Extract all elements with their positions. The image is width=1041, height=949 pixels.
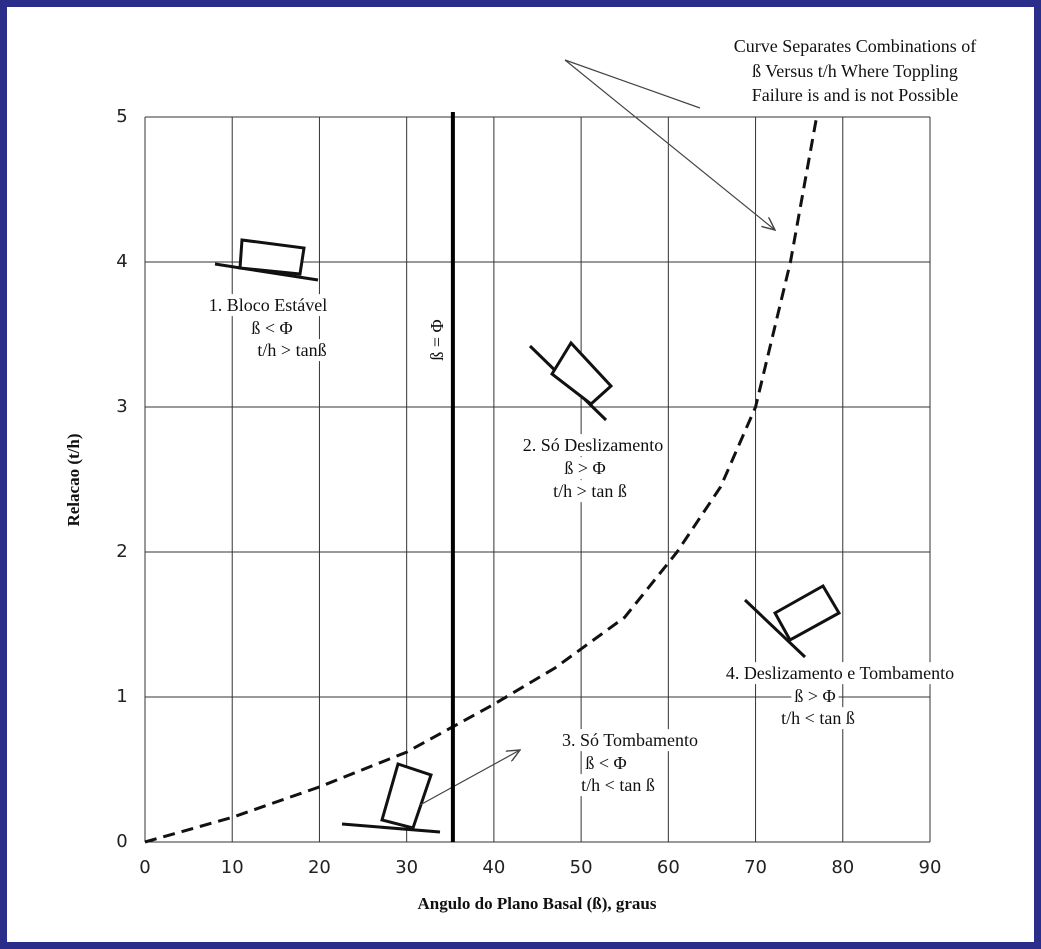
- annotation: t/h < tan ß: [581, 775, 655, 795]
- x-tick-label: 60: [657, 857, 680, 878]
- x-tick-label: 90: [919, 857, 942, 878]
- annotation: 3. Só Tombamento: [562, 730, 698, 750]
- base-plane: [342, 824, 440, 832]
- x-tick-label: 0: [139, 857, 150, 878]
- annotation: t/h > tanß: [257, 340, 326, 360]
- annotation: ß > Φ: [794, 686, 835, 706]
- x-tick-label: 50: [570, 857, 593, 878]
- y-tick-label: 2: [116, 541, 127, 562]
- arrows: [420, 60, 775, 805]
- x-axis-title: Angulo do Plano Basal (ß), graus: [418, 894, 657, 913]
- arrow: [565, 60, 700, 108]
- block: [382, 764, 431, 828]
- y-tick-label: 0: [116, 831, 127, 852]
- x-tick-label: 20: [308, 857, 331, 878]
- x-tick-label: 40: [482, 857, 505, 878]
- annotation: ß < Φ: [585, 753, 626, 773]
- annotation: t/h > tan ß: [553, 481, 627, 501]
- x-tick-label: 70: [744, 857, 767, 878]
- y-tick-label: 1: [116, 686, 127, 707]
- arrow: [420, 750, 520, 805]
- arrow: [565, 60, 775, 230]
- y-tick-label: 4: [116, 251, 127, 272]
- block-icons: [215, 240, 839, 832]
- annotation: 4. Deslizamento e Tombamento: [726, 663, 954, 683]
- block: [775, 586, 839, 640]
- x-tick-label: 30: [395, 857, 418, 878]
- y-axis-title: Relacao (t/h): [64, 433, 83, 526]
- chart: Angulo do Plano Basal (ß), graus Relacao…: [0, 0, 1041, 949]
- curve: [145, 117, 817, 842]
- frame: Angulo do Plano Basal (ß), graus Relacao…: [0, 0, 1041, 949]
- annotation: Curve Separates Combinations of: [734, 36, 976, 56]
- x-tick-label: 10: [221, 857, 244, 878]
- block: [552, 343, 611, 404]
- block: [240, 240, 304, 274]
- annotation: 2. Só Deslizamento: [523, 435, 663, 455]
- annotation: ß < Φ: [251, 318, 292, 338]
- y-tick-label: 3: [116, 396, 127, 417]
- annotation: ß > Φ: [564, 458, 605, 478]
- x-tick-label: 80: [831, 857, 854, 878]
- phi-label: ß = Φ: [427, 319, 447, 360]
- annotation: ß Versus t/h Where Toppling: [752, 61, 958, 81]
- annotation: Failure is and is not Possible: [752, 85, 959, 105]
- annotation: t/h < tan ß: [781, 708, 855, 728]
- annotation: 1. Bloco Estável: [209, 295, 327, 315]
- y-tick-label: 5: [116, 106, 127, 127]
